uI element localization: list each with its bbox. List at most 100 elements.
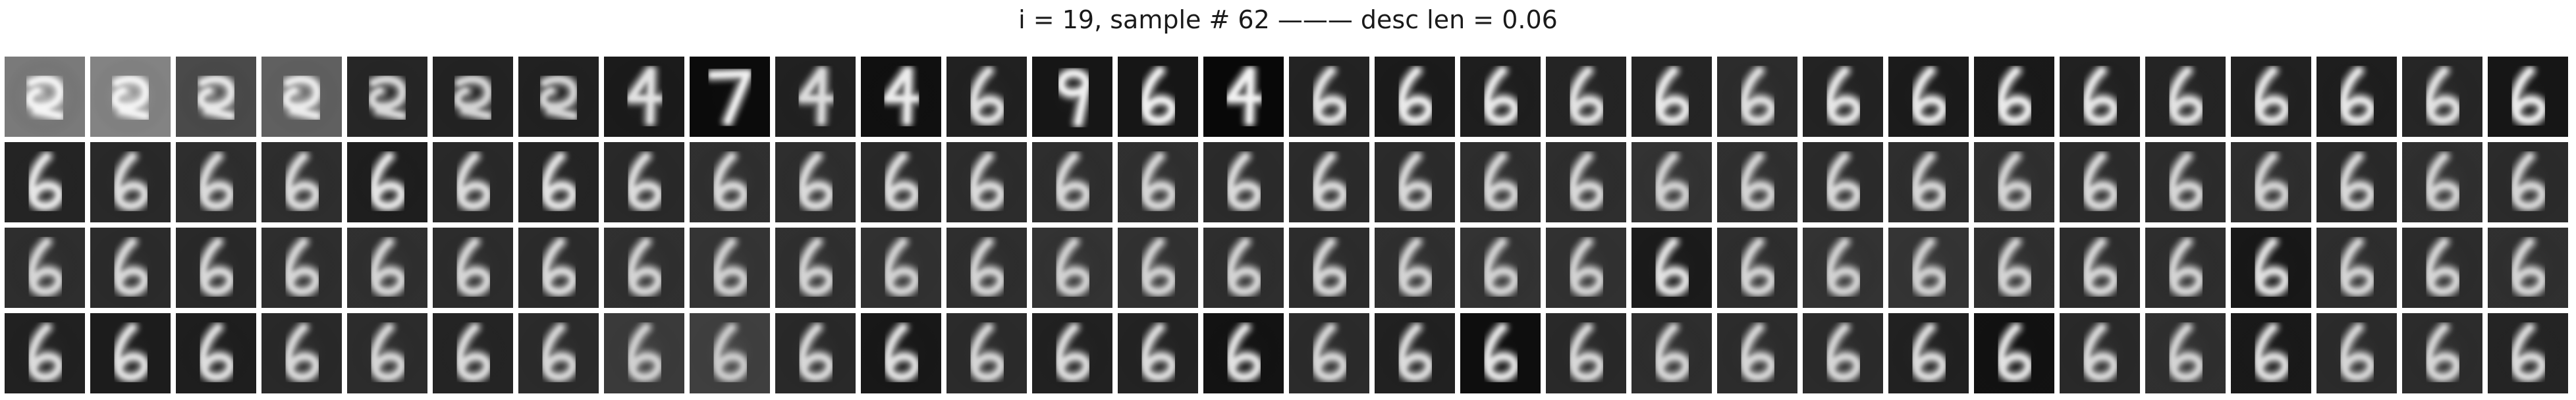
digit-sample-image	[1032, 228, 1112, 308]
digit-thumbnail	[604, 57, 684, 137]
digit-sample-image	[261, 228, 342, 308]
digit-stroke	[283, 76, 321, 120]
digit-stroke	[454, 76, 492, 120]
digit-sample-image	[604, 57, 684, 137]
digit-thumbnail	[1289, 228, 1369, 308]
digit-stroke	[2083, 324, 2118, 381]
digit-stroke	[1055, 324, 1091, 381]
digit-stroke	[798, 238, 834, 295]
digit-stroke	[713, 153, 748, 210]
digit-thumbnail	[1375, 142, 1455, 222]
digit-stroke	[368, 76, 406, 120]
digit-stroke	[1141, 238, 1176, 295]
digit-thumbnail	[1289, 57, 1369, 137]
digit-stroke	[2425, 324, 2461, 381]
digit-sample-image	[90, 57, 171, 137]
digit-sample-image	[1032, 313, 1112, 393]
digit-stroke	[970, 67, 1005, 124]
digit-sample-image	[1289, 228, 1369, 308]
digit-thumbnail	[5, 228, 85, 308]
digit-thumbnail	[1974, 142, 2054, 222]
digit-sample-image	[1118, 57, 1198, 137]
digit-sample-image	[1375, 228, 1455, 308]
digit-stroke	[111, 76, 150, 120]
digit-thumbnail	[2231, 228, 2311, 308]
digit-stroke	[2340, 153, 2375, 210]
digit-stroke	[1997, 238, 2033, 295]
digit-stroke	[2254, 153, 2289, 210]
digit-sample-image	[5, 228, 85, 308]
digit-thumbnail	[2145, 57, 2226, 137]
digit-sample-image	[1717, 313, 1797, 393]
digit-stroke	[370, 324, 406, 381]
digit-thumbnail	[2231, 142, 2311, 222]
digit-thumbnail	[1888, 313, 1969, 393]
digit-stroke	[1655, 153, 1690, 210]
digit-thumbnail	[2145, 228, 2226, 308]
digit-thumbnail	[1203, 228, 1284, 308]
digit-thumbnail	[1974, 57, 2054, 137]
digit-sample-image	[2231, 228, 2311, 308]
digit-thumbnail	[1888, 57, 1969, 137]
digit-stroke	[1997, 67, 2033, 124]
digit-stroke	[883, 67, 920, 125]
digit-stroke	[26, 76, 64, 120]
digit-thumbnail	[347, 142, 427, 222]
digit-thumbnail	[1546, 228, 1626, 308]
digit-thumbnail	[2060, 57, 2140, 137]
digit-stroke	[1569, 324, 1604, 381]
digit-stroke	[1740, 238, 1776, 295]
digit-sample-image	[176, 142, 256, 222]
digit-stroke	[113, 153, 149, 210]
digit-stroke	[1826, 153, 1861, 210]
digit-stroke	[1826, 324, 1861, 381]
digit-sample-image	[1717, 57, 1797, 137]
digit-sample-image	[2402, 57, 2482, 137]
digit-stroke	[884, 238, 919, 295]
digit-sample-image	[2316, 313, 2397, 393]
digit-thumbnail	[1974, 313, 2054, 393]
digit-sample-image	[1460, 142, 1541, 222]
digit-stroke	[370, 153, 406, 210]
digit-thumbnail	[347, 228, 427, 308]
digit-stroke	[627, 324, 663, 381]
digit-stroke	[1312, 324, 1348, 381]
digit-stroke	[2168, 67, 2204, 124]
digit-stroke	[2083, 238, 2118, 295]
digit-thumbnail	[261, 313, 342, 393]
digit-thumbnail	[946, 57, 1027, 137]
digit-sample-image	[1546, 228, 1626, 308]
digit-thumbnail	[90, 142, 171, 222]
digit-stroke	[1911, 238, 1947, 295]
digit-thumbnail	[861, 313, 941, 393]
digit-stroke	[28, 153, 63, 210]
digit-stroke	[2340, 238, 2375, 295]
digit-thumbnail	[1203, 57, 1284, 137]
digit-sample-image	[261, 313, 342, 393]
digit-sample-image	[2488, 142, 2568, 222]
digit-thumbnail	[1118, 142, 1198, 222]
thumbnail-shading	[347, 57, 427, 137]
digit-thumbnail	[2488, 57, 2568, 137]
digit-stroke	[2425, 153, 2461, 210]
digit-thumbnail	[2316, 57, 2397, 137]
digit-sample-image	[775, 57, 856, 137]
digit-sample-image	[2402, 142, 2482, 222]
digit-sample-image	[1032, 57, 1112, 137]
figure-title: i = 19, sample # 62 ——— desc len = 0.06	[1018, 5, 1558, 34]
digit-thumbnail	[1974, 228, 2054, 308]
digit-thumbnail	[1717, 142, 1797, 222]
digit-stroke	[1569, 238, 1604, 295]
digit-sample-image	[1375, 142, 1455, 222]
digit-thumbnail	[1631, 57, 1712, 137]
digit-thumbnail	[1203, 313, 1284, 393]
digit-stroke	[2511, 67, 2546, 124]
digit-stroke	[626, 67, 663, 125]
digit-thumbnail	[2145, 313, 2226, 393]
digit-stroke	[1740, 324, 1776, 381]
digit-sample-image	[5, 313, 85, 393]
digit-stroke	[1483, 238, 1519, 295]
digit-sample-image	[1631, 228, 1712, 308]
digit-thumbnail	[1460, 57, 1541, 137]
digit-sample-image	[518, 57, 599, 137]
